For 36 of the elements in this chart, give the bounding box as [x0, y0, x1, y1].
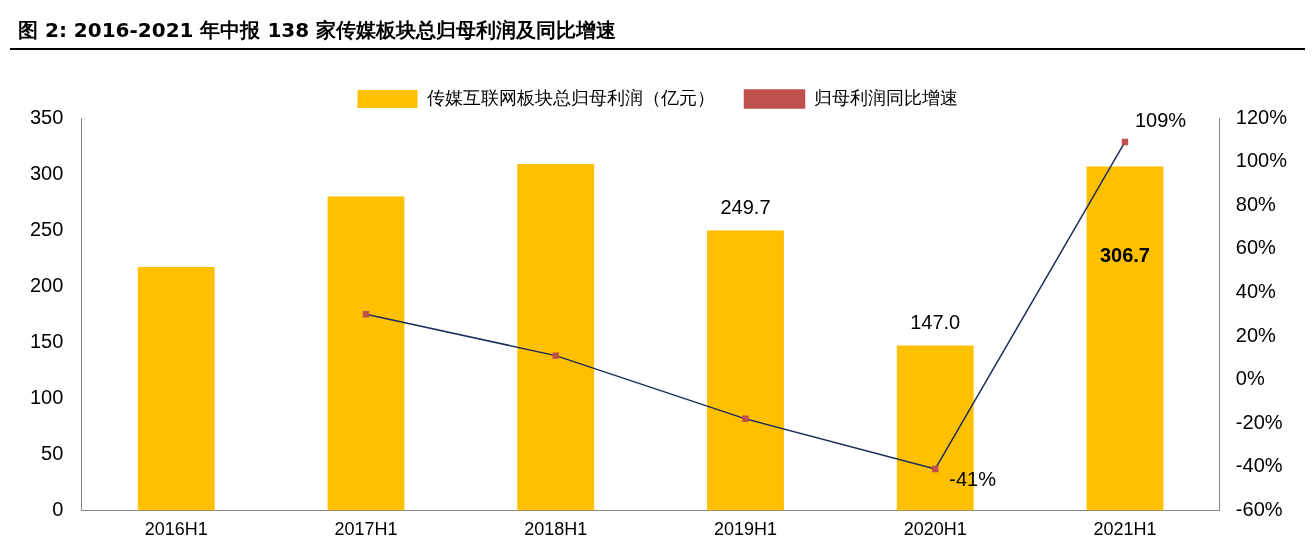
legend-label: 传媒互联网板块总归母利润（亿元） — [426, 87, 715, 108]
x-tick-label: 2020H1 — [903, 519, 967, 540]
y2-tick-label: -20% — [1235, 410, 1283, 433]
data-label: 249.7 — [720, 195, 771, 218]
y-tick-label: 150 — [29, 329, 64, 352]
data-label: 147.0 — [910, 311, 961, 334]
y2-tick-label: 60% — [1235, 236, 1277, 259]
y-tick-label: 50 — [41, 441, 64, 464]
y-tick-label: 250 — [29, 217, 64, 240]
y2-tick-label: 20% — [1235, 323, 1277, 346]
bar — [517, 163, 595, 511]
y-tick-label: 200 — [29, 273, 64, 296]
bar — [707, 230, 784, 511]
x-tick-label: 2021H1 — [1093, 519, 1157, 540]
data-label: 306.7 — [1099, 244, 1151, 267]
bar — [327, 196, 405, 511]
x-tick-label: 2017H1 — [334, 519, 398, 540]
x-tick-label: 2016H1 — [144, 519, 208, 540]
y2-tick-label: -60% — [1235, 497, 1283, 520]
bar — [137, 267, 215, 511]
bar — [1086, 166, 1164, 511]
chart-title: 图 2: 2016-2021 年中报 138 家传媒板块总归母利润及同比增速 — [10, 0, 1305, 50]
y-tick-label: 100 — [29, 385, 64, 408]
y2-tick-label: 0% — [1235, 367, 1265, 390]
y2-tick-label: 40% — [1235, 279, 1277, 302]
y-tick-label: 300 — [29, 161, 64, 184]
data-label: 109% — [1134, 109, 1187, 132]
y-tick-label: 350 — [29, 105, 64, 128]
y2-tick-label: -40% — [1235, 454, 1283, 477]
x-tick-label: 2019H1 — [713, 519, 778, 540]
legend-label: 归母利润同比增速 — [813, 87, 958, 108]
y2-tick-label: 100% — [1235, 149, 1288, 172]
y2-tick-label: 120% — [1235, 105, 1288, 128]
y-tick-label: 0 — [52, 497, 64, 520]
x-tick-label: 2018H1 — [524, 519, 588, 540]
y2-tick-label: 80% — [1235, 192, 1277, 215]
